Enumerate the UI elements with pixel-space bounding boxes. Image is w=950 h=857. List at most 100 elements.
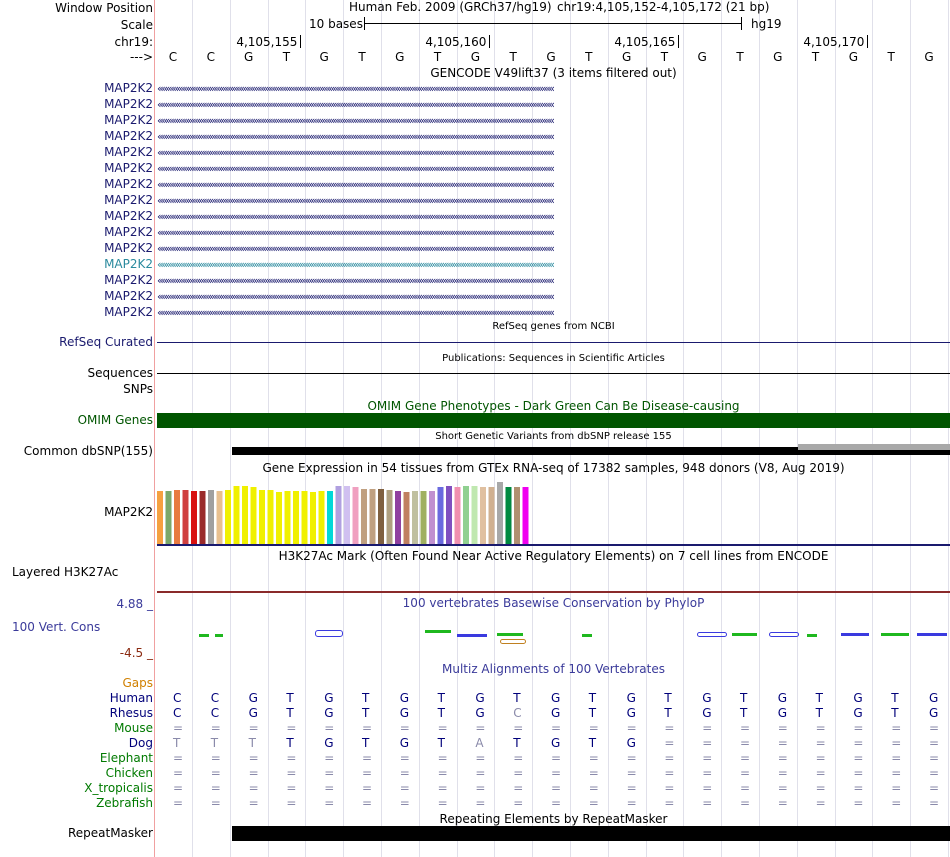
repeatmasker-label[interactable]: RepeatMasker [67,826,153,840]
gencode-gene-label[interactable]: MAP2K2 [104,81,153,95]
transcript-line[interactable]: ‹‹‹‹‹‹‹‹‹‹‹‹‹‹‹‹‹‹‹‹‹‹‹‹‹‹‹‹‹‹‹‹‹‹‹‹‹‹‹‹… [157,242,555,255]
gencode-gene-label[interactable]: MAP2K2 [104,241,153,255]
repeatmasker-element-bar[interactable] [232,826,950,841]
dbsnp-variant-bar-2[interactable] [798,444,950,450]
gtex-tissue-bar[interactable] [420,491,427,544]
gencode-gene-label[interactable]: MAP2K2 [104,289,153,303]
strand-arrow[interactable]: ---> [129,50,153,64]
gtex-tissue-bar[interactable] [446,486,452,544]
gtex-tissue-bar[interactable] [437,487,444,544]
publications-line[interactable] [157,373,950,374]
snps-label[interactable]: SNPs [123,382,153,396]
gtex-tissue-bar[interactable] [497,482,503,544]
gtex-tissue-bar[interactable] [318,491,325,544]
species-label[interactable]: Rhesus [109,706,153,720]
gencode-gene-label[interactable]: MAP2K2 [104,97,153,111]
gencode-gene-label[interactable]: MAP2K2 [104,209,153,223]
refseq-label[interactable]: RefSeq Curated [59,335,153,349]
browser-track-image[interactable]: Human Feb. 2009 (GRCh37/hg19) chr19:4,10… [157,0,950,857]
gtex-gene-label[interactable]: MAP2K2 [104,505,153,519]
gtex-tissue-bar[interactable] [276,492,282,544]
species-label[interactable]: Dog [128,736,153,750]
gtex-tissue-bar[interactable] [429,491,435,544]
gtex-tissue-bar[interactable] [361,489,367,544]
gtex-tissue-bar[interactable] [165,491,172,544]
gtex-tissue-bar[interactable] [267,490,274,544]
gencode-gene-label[interactable]: MAP2K2 [104,177,153,191]
gencode-gene-label[interactable]: MAP2K2 [104,305,153,319]
gencode-gene-label[interactable]: MAP2K2 [104,161,153,175]
gtex-tissue-bar[interactable] [310,492,316,544]
gtex-tissue-bar[interactable] [522,487,529,544]
gtex-tissue-bar[interactable] [369,489,376,544]
gtex-tissue-bar[interactable] [335,486,342,544]
species-label[interactable]: Human [109,691,153,705]
gtex-tissue-bar[interactable] [208,490,214,544]
transcript-line[interactable]: ‹‹‹‹‹‹‹‹‹‹‹‹‹‹‹‹‹‹‹‹‹‹‹‹‹‹‹‹‹‹‹‹‹‹‹‹‹‹‹‹… [157,194,555,207]
gtex-expression-chart[interactable] [157,474,950,546]
gencode-gene-label[interactable]: MAP2K2 [104,145,153,159]
gtex-tissue-bar[interactable] [505,487,512,544]
species-label[interactable]: Elephant [99,751,153,765]
gtex-tissue-bar[interactable] [259,490,265,544]
h3k27ac-label[interactable]: Layered H3K27Ac [12,565,119,579]
transcript-line[interactable]: ‹‹‹‹‹‹‹‹‹‹‹‹‹‹‹‹‹‹‹‹‹‹‹‹‹‹‹‹‹‹‹‹‹‹‹‹‹‹‹‹… [157,114,555,127]
transcript-line[interactable]: ‹‹‹‹‹‹‹‹‹‹‹‹‹‹‹‹‹‹‹‹‹‹‹‹‹‹‹‹‹‹‹‹‹‹‹‹‹‹‹‹… [157,146,555,159]
gtex-tissue-bar[interactable] [233,486,240,544]
gencode-gene-label[interactable]: MAP2K2 [104,193,153,207]
gtex-tissue-bar[interactable] [250,487,257,544]
gencode-gene-label[interactable]: MAP2K2 [104,129,153,143]
species-label[interactable]: X_tropicalis [84,781,153,795]
gtex-tissue-bar[interactable] [344,486,350,544]
gtex-tissue-bar[interactable] [242,486,248,544]
gencode-gene-label[interactable]: MAP2K2 [104,257,153,271]
gtex-tissue-bar[interactable] [454,487,461,544]
omim-gene-bar[interactable] [157,413,950,428]
gtex-tissue-bar[interactable] [157,491,163,544]
gtex-tissue-bar[interactable] [378,489,384,544]
gtex-tissue-bar[interactable] [480,487,486,544]
gtex-tissue-bar[interactable] [199,491,206,544]
species-label[interactable]: Chicken [105,766,153,780]
transcript-line[interactable]: ‹‹‹‹‹‹‹‹‹‹‹‹‹‹‹‹‹‹‹‹‹‹‹‹‹‹‹‹‹‹‹‹‹‹‹‹‹‹‹‹… [157,274,555,287]
gtex-tissue-bar[interactable] [327,491,333,544]
gtex-tissue-bar[interactable] [225,490,231,544]
gtex-tissue-bar[interactable] [463,486,469,544]
gtex-tissue-bar[interactable] [293,491,299,544]
omim-label[interactable]: OMIM Genes [77,413,153,427]
dbsnp-variant-bar[interactable] [232,447,950,455]
gtex-tissue-bar[interactable] [412,491,418,544]
gtex-tissue-bar[interactable] [395,491,401,544]
transcript-line[interactable]: ‹‹‹‹‹‹‹‹‹‹‹‹‹‹‹‹‹‹‹‹‹‹‹‹‹‹‹‹‹‹‹‹‹‹‹‹‹‹‹‹… [157,178,555,191]
gencode-gene-label[interactable]: MAP2K2 [104,273,153,287]
gtex-tissue-bar[interactable] [471,486,478,544]
gtex-tissue-bar[interactable] [514,487,520,544]
gtex-tissue-bar[interactable] [174,490,180,544]
transcript-line[interactable]: ‹‹‹‹‹‹‹‹‹‹‹‹‹‹‹‹‹‹‹‹‹‹‹‹‹‹‹‹‹‹‹‹‹‹‹‹‹‹‹‹… [157,210,555,223]
transcript-line[interactable]: ‹‹‹‹‹‹‹‹‹‹‹‹‹‹‹‹‹‹‹‹‹‹‹‹‹‹‹‹‹‹‹‹‹‹‹‹‹‹‹‹… [157,162,555,175]
transcript-line[interactable]: ‹‹‹‹‹‹‹‹‹‹‹‹‹‹‹‹‹‹‹‹‹‹‹‹‹‹‹‹‹‹‹‹‹‹‹‹‹‹‹‹… [157,130,555,143]
transcript-line[interactable]: ‹‹‹‹‹‹‹‹‹‹‹‹‹‹‹‹‹‹‹‹‹‹‹‹‹‹‹‹‹‹‹‹‹‹‹‹‹‹‹‹… [157,98,555,111]
transcript-line[interactable]: ‹‹‹‹‹‹‹‹‹‹‹‹‹‹‹‹‹‹‹‹‹‹‹‹‹‹‹‹‹‹‹‹‹‹‹‹‹‹‹‹… [157,82,555,95]
gencode-gene-label[interactable]: MAP2K2 [104,225,153,239]
dbsnp-label[interactable]: Common dbSNP(155) [23,444,153,458]
gtex-tissue-bar[interactable] [352,487,359,544]
gtex-tissue-bar[interactable] [386,490,393,544]
transcript-line[interactable]: ‹‹‹‹‹‹‹‹‹‹‹‹‹‹‹‹‹‹‹‹‹‹‹‹‹‹‹‹‹‹‹‹‹‹‹‹‹‹‹‹… [157,226,555,239]
gtex-tissue-bar[interactable] [216,491,223,544]
sequences-label[interactable]: Sequences [87,366,153,380]
gtex-tissue-bar[interactable] [488,487,495,544]
gtex-tissue-bar[interactable] [301,491,308,544]
gtex-tissue-bar[interactable] [403,492,410,544]
species-label[interactable]: Mouse [114,721,153,735]
cons-label[interactable]: 100 Vert. Cons [12,620,101,634]
gtex-tissue-bar[interactable] [284,491,291,544]
refseq-gene-line[interactable] [157,342,950,343]
transcript-line[interactable]: ‹‹‹‹‹‹‹‹‹‹‹‹‹‹‹‹‹‹‹‹‹‹‹‹‹‹‹‹‹‹‹‹‹‹‹‹‹‹‹‹… [157,290,555,303]
gencode-gene-label[interactable]: MAP2K2 [104,113,153,127]
gtex-tissue-bar[interactable] [182,490,189,544]
species-label[interactable]: Zebrafish [96,796,153,810]
transcript-line[interactable]: ‹‹‹‹‹‹‹‹‹‹‹‹‹‹‹‹‹‹‹‹‹‹‹‹‹‹‹‹‹‹‹‹‹‹‹‹‹‹‹‹… [157,306,555,319]
h3k27ac-signal-baseline[interactable] [157,591,950,593]
transcript-line[interactable]: ‹‹‹‹‹‹‹‹‹‹‹‹‹‹‹‹‹‹‹‹‹‹‹‹‹‹‹‹‹‹‹‹‹‹‹‹‹‹‹‹… [157,258,555,271]
